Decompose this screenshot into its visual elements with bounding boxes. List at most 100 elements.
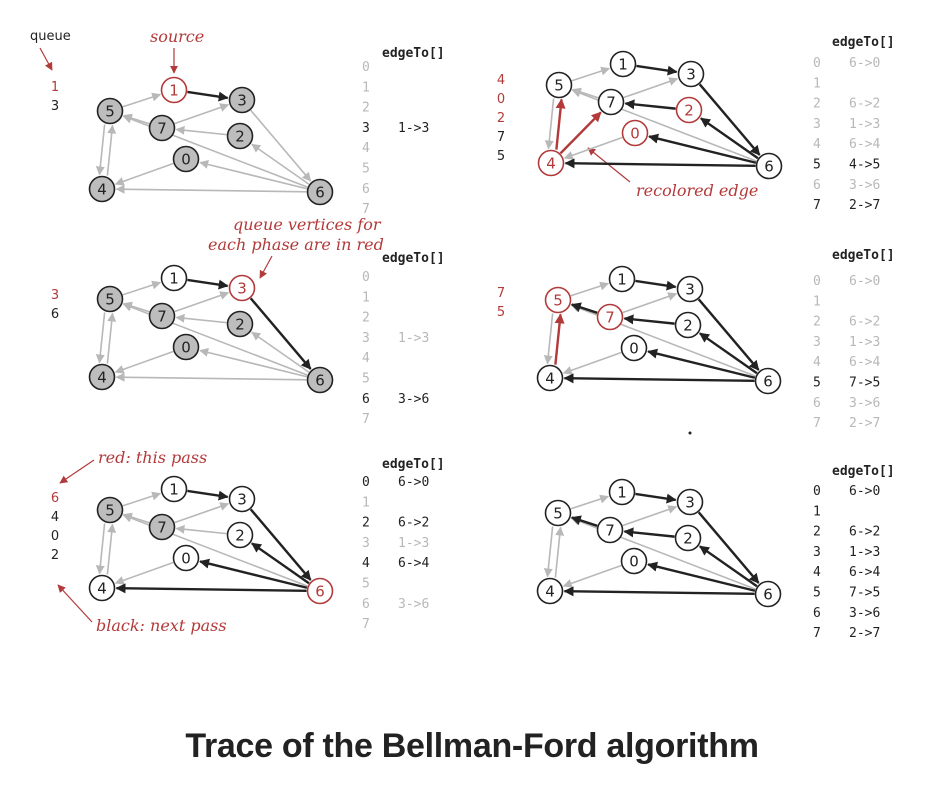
edge-4-7 [559, 111, 602, 155]
queue-entry: 5 [497, 305, 505, 320]
edge-3-6 [250, 109, 312, 182]
vertex-0: 0 [172, 544, 200, 572]
edgeto-index-1: 1 [813, 76, 821, 91]
vertex-4-circle [88, 175, 116, 203]
recolored-edge-pointer-arrow [587, 147, 631, 183]
vertex-2-label: 2 [235, 128, 245, 146]
edge-7-5 [571, 87, 599, 99]
edge-5-4 [544, 98, 555, 150]
vertex-6: 6 [754, 367, 782, 395]
edge-6-0 [199, 558, 308, 589]
vertex-2-circle [675, 96, 703, 124]
edge-0-4 [562, 564, 622, 588]
vertex-0-circle [620, 547, 648, 575]
queue-entry: 4 [51, 510, 59, 525]
queue-entry: 7 [497, 286, 505, 301]
edgeto-index-4: 4 [362, 556, 370, 571]
edge-6-0 [199, 160, 308, 190]
edge-6-2 [699, 332, 758, 375]
vertex-6-label: 6 [315, 372, 325, 390]
edgeto-title: edgeTo[] [832, 248, 895, 263]
edge-6-4 [115, 372, 307, 382]
recolored-edge-label: recolored edge [636, 181, 758, 200]
edgeto-index-5: 5 [362, 162, 370, 177]
queue-entry: 4 [497, 73, 505, 88]
vertex-7-circle [596, 303, 624, 331]
vertex-1-label: 1 [169, 481, 179, 499]
vertex-3-circle [228, 274, 256, 302]
edge-5-1 [570, 281, 610, 297]
vertex-3-circle [676, 488, 704, 516]
edge-7-5 [122, 113, 150, 125]
vertex-7-label: 7 [605, 522, 615, 540]
trace-panel-4: 0 1 2 3 4 5 6 7 7 5 edgeTo[] 0 6->0 1 2 6->2 3 1->3 4 6->4 5… [497, 248, 895, 431]
edge-5-4 [543, 526, 554, 578]
vertex-0-label: 0 [181, 151, 191, 169]
vertex-2: 2 [226, 521, 254, 549]
queue-entry: 0 [51, 529, 59, 544]
vertex-3: 3 [228, 485, 256, 513]
vertex-7: 7 [597, 88, 625, 116]
vertex-6-label: 6 [763, 586, 773, 604]
vertex-0-circle [620, 334, 648, 362]
edgeto-edge-5: 7->5 [849, 376, 880, 391]
edge-6-4 [563, 373, 755, 384]
vertex-3: 3 [228, 86, 256, 114]
edge-4-5 [106, 312, 117, 364]
edgeto-index-6: 6 [362, 597, 370, 612]
edge-6-4 [564, 158, 756, 169]
vertex-3: 3 [677, 60, 705, 88]
edge-6-4 [563, 586, 755, 597]
edge-1-3 [187, 489, 229, 501]
vertex-6-label: 6 [764, 158, 774, 176]
edge-3-6 [697, 298, 760, 371]
edgeto-index-4: 4 [813, 565, 821, 580]
edge-5-1 [570, 494, 610, 510]
edge-3-6 [249, 508, 312, 581]
edgeto-edge-6: 3->6 [398, 597, 429, 612]
edge-4-5 [554, 313, 565, 365]
edge-7-5 [570, 515, 598, 527]
vertex-5-circle [545, 71, 573, 99]
edgeto-edge-5: 4->5 [849, 158, 880, 173]
vertex-7: 7 [148, 513, 176, 541]
queue-entry: 6 [51, 307, 59, 322]
queue-entry: 2 [497, 111, 505, 126]
edgeto-edge-2: 6->2 [849, 97, 880, 112]
vertex-3-circle [228, 485, 256, 513]
vertex-2: 2 [674, 311, 702, 339]
edgeto-index-0: 0 [813, 484, 821, 499]
edge-3-6 [697, 511, 760, 584]
vertex-6: 6 [306, 366, 334, 394]
vertex-1-label: 1 [169, 270, 179, 288]
vertex-7-circle [596, 516, 624, 544]
edgeto-index-3: 3 [362, 331, 370, 346]
edgeto-edge-7: 2->7 [849, 198, 880, 213]
vertex-0-circle [172, 333, 200, 361]
vertex-5-label: 5 [105, 291, 115, 309]
edgeto-edge-6: 3->6 [849, 606, 880, 621]
edge-4-5 [555, 98, 566, 150]
edgeto-edge-2: 6->2 [849, 315, 880, 330]
vertex-5-circle [544, 499, 572, 527]
edge-7-3 [622, 292, 678, 314]
vertex-1: 1 [160, 76, 188, 104]
edge-5-1 [122, 280, 162, 296]
vertex-1-circle [160, 475, 188, 503]
edgeto-edge-5: 7->5 [849, 586, 880, 601]
edgeto-edge-3: 1->3 [398, 536, 429, 551]
vertex-6: 6 [755, 152, 783, 180]
edgeto-index-1: 1 [813, 294, 821, 309]
queue-vertices-label-line1: queue vertices for [233, 215, 382, 234]
edge-6-2 [699, 545, 758, 588]
edgeto-edge-2: 6->2 [849, 525, 880, 540]
vertex-4-label: 4 [545, 370, 555, 388]
edge-1-3 [636, 64, 678, 76]
edge-2-7 [175, 125, 227, 136]
edgeto-index-6: 6 [813, 606, 821, 621]
edge-2-7 [623, 527, 675, 538]
edge-0-4 [114, 350, 174, 374]
vertex-5-circle [96, 285, 124, 313]
vertex-7: 7 [148, 302, 176, 330]
vertex-7-circle [148, 513, 176, 541]
